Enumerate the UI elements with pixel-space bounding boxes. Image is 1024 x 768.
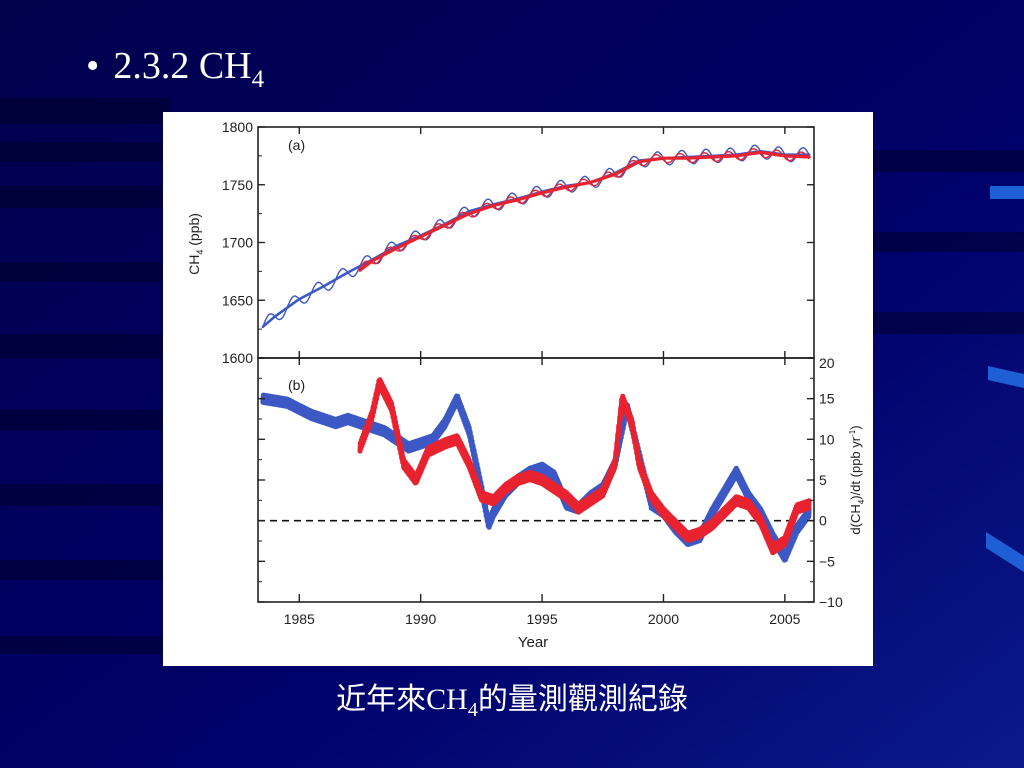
panel-b-y-tick-label: 0: [819, 513, 827, 529]
panel-a-series-trend: [261, 149, 811, 329]
heading-subscript: 4: [251, 66, 265, 93]
panel-a-y-axis: 1600 1650 1700 1750 1800: [222, 119, 814, 366]
panel-a-series-trend: [358, 150, 811, 272]
caption-text-pre: 近年來CH: [336, 683, 468, 716]
panel-a-y-label-main: CH: [186, 255, 202, 275]
panel-a-x-ticks: [298, 127, 786, 358]
panel-a-y-tick-label: 1650: [222, 292, 253, 308]
panel-b-y-tick-label: 10: [819, 431, 835, 447]
panel-a-y-label: CH4 (ppb): [186, 213, 205, 275]
panel-b-y-label-part2: )/dt (ppb yr: [848, 436, 863, 500]
panel-b-y-label-sub1: 4: [857, 499, 866, 504]
heading-text: 2.3.2 CH: [113, 45, 252, 87]
panel-a-y-tick-label: 1800: [222, 119, 253, 135]
panel-b-x-tick-label: 1985: [284, 611, 315, 627]
bullet-dot: •: [86, 45, 100, 87]
panel-b-y-label-part3: ): [848, 425, 863, 429]
panel-b-x-label: Year: [518, 634, 548, 651]
slide-caption: 近年來CH4的量測觀測紀錄: [0, 680, 1024, 720]
panel-b-y-axis: −10 −5 0 5 10 15 20: [258, 355, 843, 610]
panel-b-y-tick-label: −5: [819, 553, 835, 569]
panel-a-y-tick-label: 1750: [222, 177, 253, 193]
panel-a-y-label-sub: 4: [195, 250, 205, 255]
panel-b-series: [357, 377, 812, 556]
panel-a: (a) 1600 1650 1700 1750 1800 CH4 (ppb): [186, 119, 815, 366]
panel-b-x-axis: 1985 1990 1995 2000 2005: [284, 358, 801, 627]
caption-subscript: 4: [467, 699, 478, 721]
decorative-stripe: [988, 366, 1024, 388]
panel-b: (b) −10 −5 0 5 10 15 20 1985 1990 1995 2000 2005 Y…: [257, 355, 866, 651]
caption-text-post: 的量測觀測紀錄: [477, 683, 688, 716]
panel-a-series-seasonal: [359, 148, 810, 269]
panel-a-y-tick-label: 1700: [222, 235, 253, 251]
panel-b-x-tick-label: 1990: [405, 611, 436, 627]
panel-b-y-tick-label: −10: [819, 594, 843, 610]
panel-b-y-label: d(CH4)/dt (ppb yr-1): [848, 425, 866, 534]
panel-b-x-tick-label: 2005: [769, 611, 800, 627]
panel-a-y-tick-label: 1600: [222, 350, 253, 366]
panel-b-series: [260, 392, 812, 563]
figure-panel: (a) 1600 1650 1700 1750 1800 CH4 (ppb) (b) −…: [163, 112, 873, 666]
panel-a-label: (a): [288, 137, 305, 153]
panel-b-x-tick-label: 2000: [648, 611, 679, 627]
decorative-stripe: [990, 186, 1024, 199]
panel-b-y-tick-label: 5: [819, 472, 827, 488]
panel-a-series-seasonal: [262, 144, 810, 328]
panel-b-y-tick-label: 15: [819, 391, 835, 407]
panel-b-y-label-part1: d(CH: [848, 504, 863, 534]
panel-b-y-tick-label: 20: [819, 355, 835, 371]
panel-a-frame: [257, 126, 815, 359]
panel-b-label: (b): [288, 377, 305, 393]
panel-a-series: [261, 144, 811, 329]
panel-b-x-tick-label: 1995: [526, 611, 557, 627]
slide-heading: • 2.3.2 CH4: [86, 42, 265, 93]
panel-b-series: [260, 377, 812, 563]
panel-b-y-label-sup2: -1: [848, 429, 857, 437]
panel-a-y-label-unit: (ppb): [186, 213, 202, 250]
decorative-stripe: [986, 532, 1024, 572]
